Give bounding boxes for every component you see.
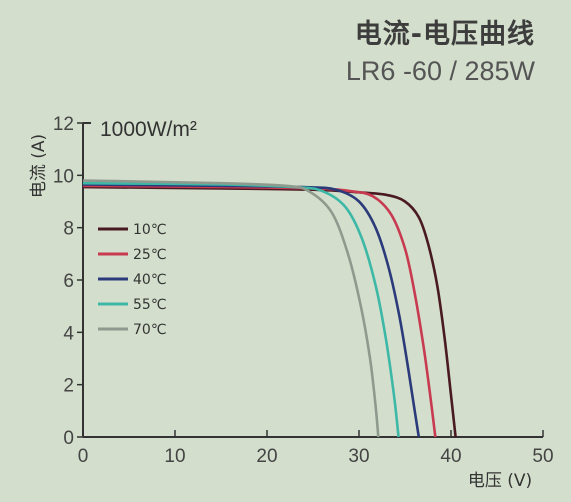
x-tick-label: 40 xyxy=(440,446,461,467)
y-tick-label: 10 xyxy=(53,166,74,187)
chart-subtitle: LR6 -60 / 285W xyxy=(345,56,535,86)
legend-label: 25℃ xyxy=(133,247,167,263)
series-line-55c xyxy=(82,181,400,438)
legend-label: 70℃ xyxy=(133,322,167,338)
chart-title: 电流-电压曲线 xyxy=(354,19,535,50)
series-line-10c xyxy=(82,185,457,438)
y-tick-label: 0 xyxy=(63,428,74,449)
x-tick-label: 20 xyxy=(256,446,277,467)
legend-label: 55℃ xyxy=(133,297,167,313)
y-tick-label: 6 xyxy=(63,271,74,292)
legend-label: 40℃ xyxy=(133,272,167,288)
series-line-70c xyxy=(82,179,380,438)
y-tick-label: 8 xyxy=(63,219,74,240)
x-tick-label: 0 xyxy=(78,446,89,467)
y-tick-label: 2 xyxy=(63,376,74,397)
x-axis-title: 电压 (V) xyxy=(468,471,532,491)
axes: 0 10 20 30 40 50 0 2 4 6 8 10 12 xyxy=(53,114,554,467)
y-tick-label: 4 xyxy=(63,323,74,344)
y-tick-label: 12 xyxy=(53,114,74,135)
legend: 10℃ 25℃ 40℃ 55℃ 70℃ xyxy=(98,222,167,338)
x-tick-label: 30 xyxy=(348,446,369,467)
legend-label: 10℃ xyxy=(133,222,167,238)
series-lines xyxy=(82,179,457,438)
x-tick-label: 50 xyxy=(532,446,553,467)
irradiance-annotation: 1000W/m² xyxy=(100,118,197,141)
x-tick-label: 10 xyxy=(164,446,185,467)
y-axis-title: 电流 (A) xyxy=(29,134,49,198)
